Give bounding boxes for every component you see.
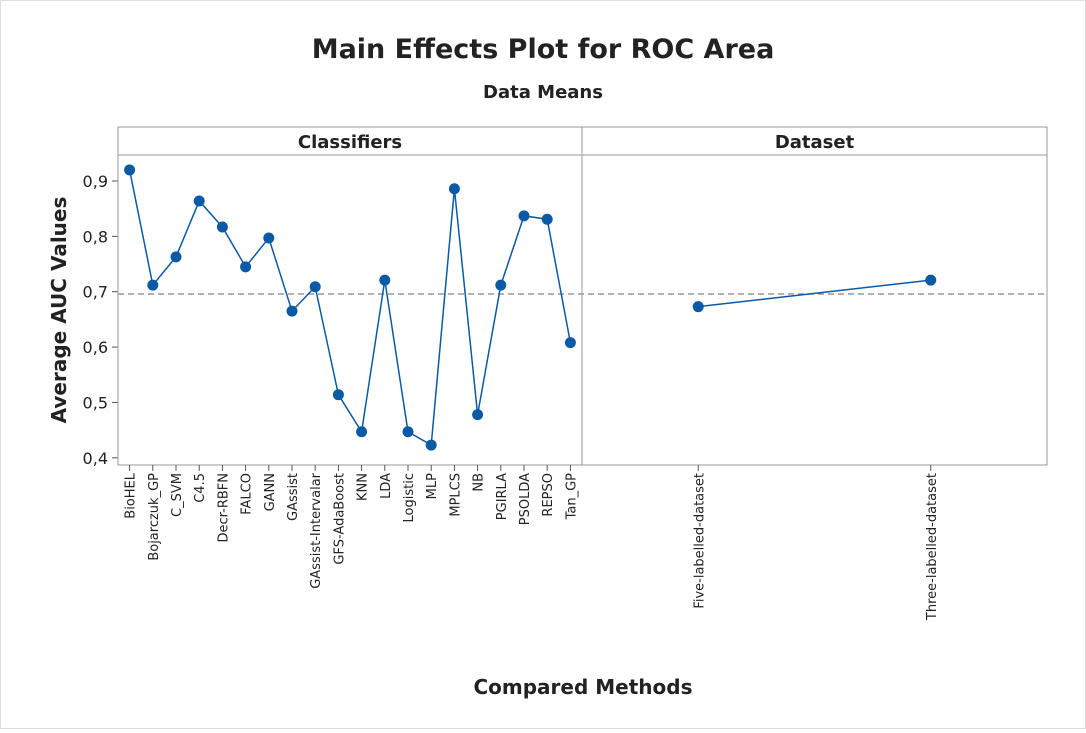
x-tick-label: GANN <box>263 473 278 511</box>
y-tick-label: 0,5 <box>83 393 108 412</box>
x-tick-label: Tan_GP <box>564 473 579 521</box>
chart-title: Main Effects Plot for ROC Area <box>312 34 775 65</box>
y-tick-label: 0,8 <box>83 227 108 246</box>
y-tick-label: 0,6 <box>83 338 108 357</box>
point <box>216 221 228 233</box>
point <box>692 301 704 313</box>
point <box>402 426 414 438</box>
point <box>332 389 344 401</box>
point <box>495 279 507 291</box>
point <box>286 305 298 317</box>
point <box>170 251 182 263</box>
point <box>240 261 252 273</box>
x-tick-label: REPSO <box>541 473 556 517</box>
point <box>356 426 368 438</box>
point <box>518 210 530 222</box>
x-tick-label: C4.5 <box>193 473 208 503</box>
point <box>425 439 437 451</box>
x-tick-label: BioHEL <box>124 472 139 518</box>
line <box>128 169 572 447</box>
point <box>124 164 136 176</box>
x-tick-label: PGIRLA <box>495 473 510 520</box>
x-tick-label: MPLCS <box>448 473 463 517</box>
x-tick-label: LDA <box>379 473 394 499</box>
x-tick-label: FALCO <box>240 473 255 515</box>
point <box>263 232 275 244</box>
point <box>448 183 460 195</box>
point <box>379 274 391 286</box>
x-tick-label: Logistic <box>402 473 417 522</box>
point <box>147 279 159 291</box>
x-tick-label: GAssist <box>286 473 301 521</box>
y-axis-label: Average AUC Values <box>47 197 71 424</box>
point <box>541 213 553 225</box>
y-tick-label: 0,9 <box>83 172 108 191</box>
point <box>193 195 205 207</box>
y-tick-label: 0,4 <box>83 449 108 468</box>
x-tick-label: GAssist-Intervalar <box>309 472 324 588</box>
x-tick-label: KNN <box>356 473 371 501</box>
x-tick-label: NB <box>472 473 487 492</box>
panel-title: Dataset <box>775 132 855 153</box>
point <box>309 281 321 293</box>
point <box>564 337 576 349</box>
x-tick-label: Three-labelled-dataset <box>925 473 940 621</box>
panel <box>581 154 1048 466</box>
x-tick-label: C_SVM <box>170 473 185 517</box>
x-tick-label: Decr-RBFN <box>216 473 231 543</box>
x-tick-label: MLP <box>425 473 440 499</box>
chart-subtitle: Data Means <box>483 82 603 103</box>
x-axis-label: Compared Methods <box>473 675 692 699</box>
panel-title: Classifiers <box>298 132 402 153</box>
y-tick-label: 0,7 <box>83 283 108 302</box>
x-tick-label: Bojarczuk_GP <box>147 473 162 561</box>
x-tick-label: Five-labelled-dataset <box>692 473 707 609</box>
x-tick-label: GFS-AdaBoost <box>332 473 347 565</box>
line <box>698 279 931 308</box>
point <box>472 409 484 421</box>
point <box>925 274 937 286</box>
x-tick-label: PSOLDA <box>518 473 533 525</box>
